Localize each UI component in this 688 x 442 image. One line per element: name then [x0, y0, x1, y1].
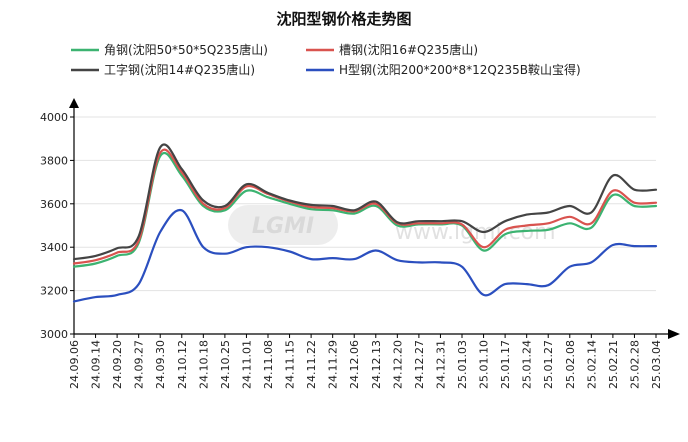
- chart-title: 沈阳型钢价格走势图: [276, 10, 411, 28]
- x-tick-label: 24.09.30: [154, 340, 167, 389]
- x-tick-label: 24.12.31: [434, 340, 447, 389]
- legend-label: 槽钢(沈阳16#Q235唐山): [339, 42, 478, 57]
- series-line-3: [72, 143, 658, 261]
- x-tick-label: 25.02.21: [607, 340, 620, 389]
- x-tick-label: 24.10.18: [197, 340, 210, 389]
- y-tick-label: 3000: [40, 328, 68, 341]
- x-tick-label: 24.09.27: [133, 340, 146, 389]
- x-tick-label: 24.12.13: [370, 340, 383, 389]
- legend-label: 工字钢(沈阳14#Q235唐山): [104, 62, 255, 77]
- x-tick-label: 25.02.28: [628, 340, 641, 389]
- y-tick-label: 3200: [40, 285, 68, 298]
- legend-label: H型钢(沈阳200*200*8*12Q235B鞍山宝得): [339, 62, 581, 77]
- x-tick-label: 24.11.15: [284, 340, 297, 389]
- axes: [69, 98, 680, 339]
- x-tick-label: 24.09.20: [111, 340, 124, 389]
- x-tick-label: 24.12.06: [348, 340, 361, 389]
- x-tick-label: 25.03.04: [650, 340, 663, 389]
- x-tick-label: 25.01.24: [521, 340, 534, 389]
- watermark: LGMI www.lgmi.com: [228, 205, 556, 245]
- x-tick-label: 25.01.10: [478, 340, 491, 389]
- x-tick-label: 24.09.06: [68, 340, 81, 389]
- y-axis-arrow: [69, 98, 79, 108]
- y-axis-ticks: 3000 3200 3400 3600 3800 4000: [40, 111, 74, 341]
- series-line-1: [72, 152, 658, 268]
- legend: 角钢(沈阳50*50*5Q235唐山) 槽钢(沈阳16#Q235唐山) 工字钢(沈阳…: [71, 42, 581, 77]
- y-tick-label: 4000: [40, 111, 68, 124]
- series-line-4: [72, 208, 658, 303]
- watermark-logo-badge: [228, 205, 338, 245]
- series-line-2: [72, 148, 658, 265]
- y-tick-label: 3600: [40, 198, 68, 211]
- x-tick-label: 25.01.27: [542, 340, 555, 389]
- x-axis-arrow: [668, 329, 680, 339]
- x-tick-label: 24.10.12: [176, 340, 189, 389]
- x-tick-label: 25.01.03: [456, 340, 469, 389]
- series-lines: [72, 143, 658, 303]
- legend-label: 角钢(沈阳50*50*5Q235唐山): [104, 42, 268, 57]
- x-tick-label: 24.11.29: [327, 340, 340, 389]
- x-tick-label: 24.11.08: [262, 340, 275, 389]
- x-axis-ticks: 24.09.06 24.09.14 24.09.20 24.09.27 24.09.30…: [68, 334, 663, 389]
- x-tick-label: 24.12.27: [413, 340, 426, 389]
- x-tick-label: 25.02.08: [564, 340, 577, 389]
- x-tick-label: 24.12.20: [391, 340, 404, 389]
- grid: [74, 116, 656, 335]
- watermark-logo: LGMI: [252, 214, 314, 239]
- x-tick-label: 25.02.14: [585, 340, 598, 389]
- x-tick-label: 25.01.17: [499, 340, 512, 389]
- x-tick-label: 24.11.01: [240, 340, 253, 389]
- x-tick-label: 24.10.25: [219, 340, 232, 389]
- x-tick-label: 24.11.22: [305, 340, 318, 389]
- y-tick-label: 3400: [40, 241, 68, 254]
- y-tick-label: 3800: [40, 154, 68, 167]
- x-tick-label: 24.09.14: [90, 340, 103, 389]
